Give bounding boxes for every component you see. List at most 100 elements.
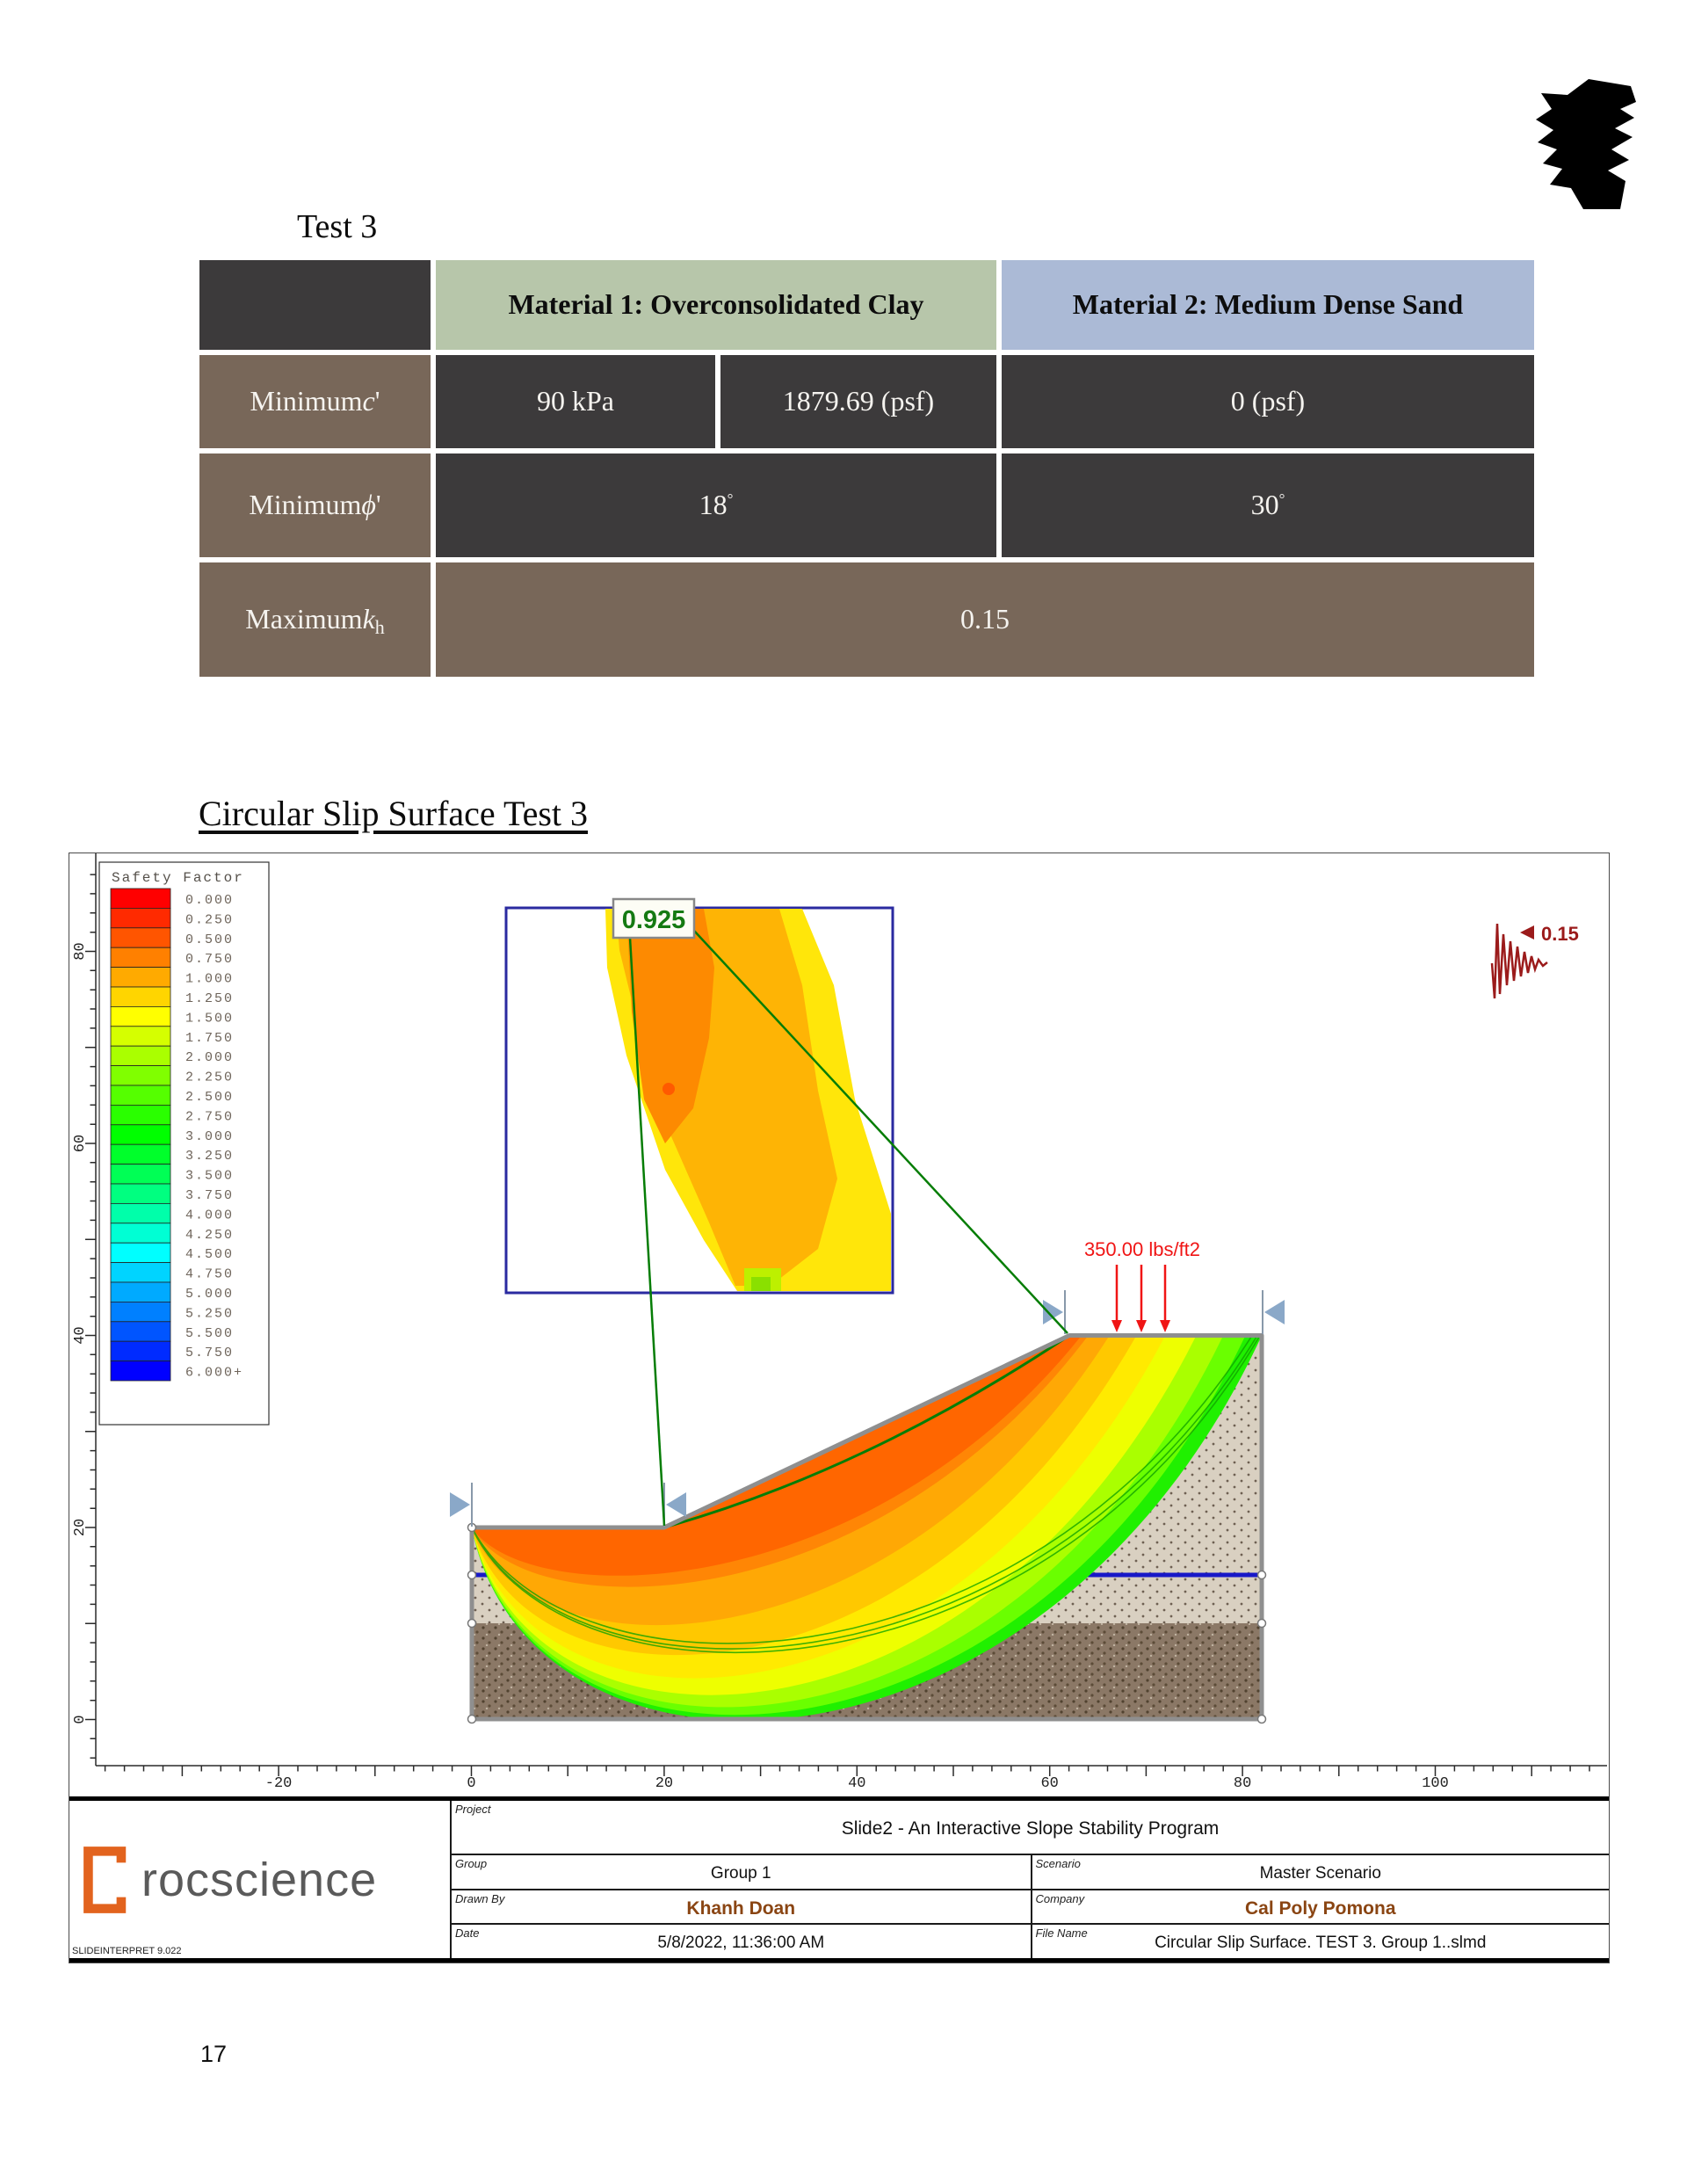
value-phi-m2: 30 ° bbox=[1002, 453, 1534, 557]
svg-text:4.500: 4.500 bbox=[185, 1247, 234, 1262]
svg-text:5.250: 5.250 bbox=[185, 1306, 234, 1321]
svg-text:0.000: 0.000 bbox=[185, 893, 234, 908]
materials-table: Material 1: Overconsolidated Clay Materi… bbox=[199, 260, 1534, 677]
distributed-load: 350.00 lbs/ft2 bbox=[1084, 1238, 1200, 1332]
field-project: Project Slide2 - An Interactive Slope St… bbox=[452, 1801, 1609, 1855]
field-date: Date 5/8/2022, 11:36:00 AM bbox=[452, 1925, 1031, 1958]
svg-text:5.750: 5.750 bbox=[185, 1346, 234, 1360]
svg-text:20: 20 bbox=[655, 1775, 673, 1792]
svg-text:0: 0 bbox=[72, 1715, 89, 1723]
material-1-header: Material 1: Overconsolidated Clay bbox=[436, 260, 996, 350]
svg-text:6.000+: 6.000+ bbox=[185, 1366, 243, 1381]
field-group: Group Group 1 bbox=[452, 1855, 1031, 1889]
svg-text:1.000: 1.000 bbox=[185, 972, 234, 987]
svg-text:4.000: 4.000 bbox=[185, 1208, 234, 1223]
svg-text:0.250: 0.250 bbox=[185, 912, 234, 927]
field-drawn-by: Drawn By Khanh Doan bbox=[452, 1890, 1031, 1924]
university-stamp-icon bbox=[1536, 79, 1636, 209]
company-value: Cal Poly Pomona bbox=[1244, 1897, 1396, 1919]
svg-text:2.000: 2.000 bbox=[185, 1050, 234, 1065]
legend-title: Safety Factor bbox=[112, 870, 244, 886]
y-axis-labels: 0 20 40 60 80 bbox=[72, 942, 89, 1723]
vertex-nodes bbox=[467, 1522, 1267, 1724]
seismic-wave-icon bbox=[1490, 923, 1548, 999]
material-2-header: Material 2: Medium Dense Sand bbox=[1002, 260, 1534, 350]
deep-slip-arcs bbox=[471, 1335, 1261, 1654]
page-number: 17 bbox=[200, 2041, 228, 2067]
svg-text:2.750: 2.750 bbox=[185, 1109, 234, 1124]
value-c-m2: 0 (psf) bbox=[1002, 355, 1534, 448]
axis-rulers bbox=[85, 853, 1607, 1776]
svg-text:60: 60 bbox=[72, 1135, 89, 1152]
field-file-name: File Name Circular Slip Surface. TEST 3.… bbox=[1030, 1925, 1610, 1959]
slope-limit-markers bbox=[450, 1290, 1285, 1527]
svg-text:40: 40 bbox=[72, 1326, 89, 1344]
svg-text:0.500: 0.500 bbox=[185, 932, 234, 947]
svg-text:5.500: 5.500 bbox=[185, 1326, 234, 1341]
svg-text:4.250: 4.250 bbox=[185, 1228, 234, 1243]
date-value: 5/8/2022, 11:36:00 AM bbox=[657, 1933, 825, 1952]
svg-text:3.250: 3.250 bbox=[185, 1149, 234, 1164]
min-safety-factor-label: 0.925 bbox=[612, 897, 696, 940]
svg-text:3.000: 3.000 bbox=[185, 1129, 234, 1144]
legend-swatches: 0.000 0.250 0.500 0.750 1.000 1.250 1.500 1.750… bbox=[110, 888, 243, 1382]
svg-text:60: 60 bbox=[1040, 1775, 1058, 1792]
svg-text:20: 20 bbox=[72, 1519, 89, 1536]
slip-surface-fan bbox=[472, 1335, 1263, 1721]
svg-text:3.500: 3.500 bbox=[185, 1169, 234, 1184]
svg-text:-20: -20 bbox=[265, 1775, 293, 1792]
seismic-value: 0.15 bbox=[1541, 923, 1579, 945]
value-c-m1-kpa: 90 kPa bbox=[436, 355, 715, 448]
svg-text:80: 80 bbox=[1234, 1775, 1251, 1792]
svg-text:2.500: 2.500 bbox=[185, 1090, 234, 1105]
figure-title: Circular Slip Surface Test 3 bbox=[199, 794, 589, 833]
group-value: Group 1 bbox=[710, 1863, 771, 1883]
svg-text:4.750: 4.750 bbox=[185, 1267, 234, 1282]
svg-text:5.000: 5.000 bbox=[185, 1287, 234, 1302]
svg-text:40: 40 bbox=[848, 1775, 865, 1792]
svg-text:0.750: 0.750 bbox=[185, 952, 234, 967]
slope-plot-canvas: -20 0 20 40 60 80 100 0 20 40 60 80 Safety Factor … bbox=[72, 853, 1607, 1792]
load-label: 350.00 lbs/ft2 bbox=[1084, 1238, 1200, 1260]
value-phi-m1: 18 ° bbox=[436, 453, 996, 557]
row-label-min-phi: Minimum ϕ ' bbox=[199, 453, 431, 557]
critical-slip-surface bbox=[663, 1334, 1070, 1529]
safety-factor-legend: Safety Factor 0.000 0.250 0.500 0.750 1.000 1… bbox=[98, 861, 270, 1426]
svg-text:0: 0 bbox=[467, 1775, 475, 1792]
rocscience-brand: rocscience SLIDEINTERPRET 9.022 bbox=[69, 1801, 452, 1958]
file-name-value: Circular Slip Surface. TEST 3. Group 1..… bbox=[1155, 1933, 1487, 1952]
svg-text:1.250: 1.250 bbox=[185, 991, 234, 1006]
title-block-fields: Project Slide2 - An Interactive Slope St… bbox=[452, 1801, 1610, 1959]
svg-text:3.750: 3.750 bbox=[185, 1188, 234, 1203]
title-block: rocscience SLIDEINTERPRET 9.022 Project … bbox=[69, 1796, 1609, 1963]
row-label-min-c: Minimum c ' bbox=[199, 355, 431, 448]
value-c-m1-psf: 1879.69 (psf) bbox=[720, 355, 996, 448]
svg-text:80: 80 bbox=[72, 942, 89, 960]
slope-stability-figure: -20 0 20 40 60 80 100 0 20 40 60 80 Safety Factor … bbox=[69, 853, 1610, 1963]
rocscience-logo-icon bbox=[83, 1846, 127, 1913]
leader-lines bbox=[628, 930, 1068, 1527]
value-kh: 0.15 bbox=[436, 562, 1534, 677]
field-scenario: Scenario Master Scenario bbox=[1030, 1855, 1610, 1889]
svg-text:0.925: 0.925 bbox=[622, 906, 686, 934]
contour-red-dot bbox=[662, 1083, 675, 1095]
program-version: SLIDEINTERPRET 9.022 bbox=[72, 1946, 182, 1956]
svg-text:1.750: 1.750 bbox=[185, 1031, 234, 1046]
rocscience-wordmark: rocscience bbox=[141, 1853, 378, 1906]
table-corner-cell bbox=[199, 260, 431, 350]
svg-text:1.500: 1.500 bbox=[185, 1011, 234, 1026]
seismic-coefficient: 0.15 bbox=[1490, 923, 1579, 999]
scenario-value: Master Scenario bbox=[1259, 1863, 1381, 1883]
drawn-by-value: Khanh Doan bbox=[686, 1897, 796, 1919]
x-axis-labels: -20 0 20 40 60 80 100 bbox=[265, 1775, 1449, 1792]
field-company: Company Cal Poly Pomona bbox=[1030, 1890, 1610, 1924]
fs-contour-inset bbox=[504, 906, 894, 1295]
seismic-arrow-icon bbox=[1520, 925, 1534, 940]
svg-text:2.250: 2.250 bbox=[185, 1070, 234, 1085]
contour-lime-spot bbox=[751, 1277, 771, 1291]
svg-text:100: 100 bbox=[1422, 1775, 1449, 1792]
table-title: Test 3 bbox=[297, 208, 378, 245]
contour-dark-orange bbox=[626, 909, 714, 1143]
